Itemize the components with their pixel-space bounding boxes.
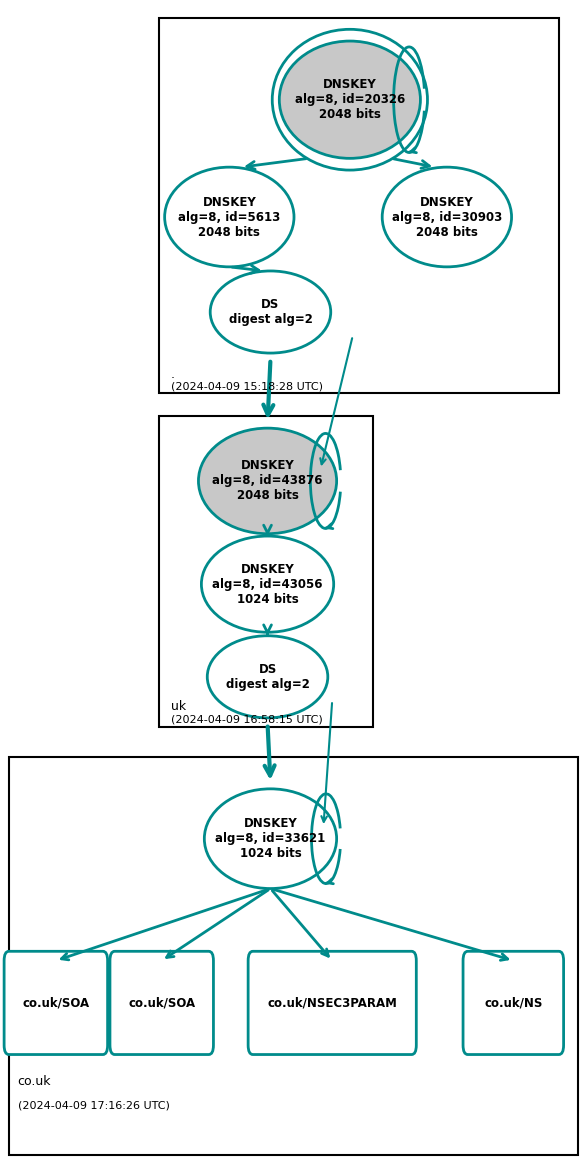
Text: .: .	[171, 367, 175, 381]
Text: (2024-04-09 15:18:28 UTC): (2024-04-09 15:18:28 UTC)	[171, 381, 323, 392]
Text: DS
digest alg=2: DS digest alg=2	[226, 663, 309, 691]
Text: uk: uk	[171, 699, 186, 713]
Text: (2024-04-09 16:58:15 UTC): (2024-04-09 16:58:15 UTC)	[171, 714, 322, 725]
Text: co.uk/SOA: co.uk/SOA	[22, 996, 89, 1010]
Ellipse shape	[208, 636, 328, 718]
FancyBboxPatch shape	[110, 951, 213, 1055]
Bar	[9, 757, 578, 1155]
Text: co.uk: co.uk	[18, 1074, 51, 1089]
Text: DNSKEY
alg=8, id=43056
1024 bits: DNSKEY alg=8, id=43056 1024 bits	[212, 563, 323, 605]
Text: (2024-04-09 17:16:26 UTC): (2024-04-09 17:16:26 UTC)	[18, 1100, 169, 1111]
Text: co.uk/NS: co.uk/NS	[484, 996, 543, 1010]
Text: DS
digest alg=2: DS digest alg=2	[229, 298, 312, 326]
FancyBboxPatch shape	[4, 951, 108, 1055]
Text: DNSKEY
alg=8, id=20326
2048 bits: DNSKEY alg=8, id=20326 2048 bits	[295, 79, 405, 121]
Ellipse shape	[205, 788, 336, 889]
FancyBboxPatch shape	[463, 951, 563, 1055]
Text: DNSKEY
alg=8, id=30903
2048 bits: DNSKEY alg=8, id=30903 2048 bits	[392, 196, 502, 238]
Bar	[159, 416, 373, 727]
FancyBboxPatch shape	[248, 951, 416, 1055]
Text: co.uk/NSEC3PARAM: co.uk/NSEC3PARAM	[268, 996, 397, 1010]
Ellipse shape	[199, 428, 336, 534]
Text: DNSKEY
alg=8, id=33621
1024 bits: DNSKEY alg=8, id=33621 1024 bits	[215, 818, 326, 860]
Ellipse shape	[165, 168, 294, 267]
Ellipse shape	[279, 41, 420, 158]
Bar	[159, 18, 559, 393]
Ellipse shape	[201, 536, 334, 632]
Text: co.uk/SOA: co.uk/SOA	[128, 996, 195, 1010]
Ellipse shape	[382, 168, 512, 267]
Text: DNSKEY
alg=8, id=43876
2048 bits: DNSKEY alg=8, id=43876 2048 bits	[212, 460, 323, 502]
Text: DNSKEY
alg=8, id=5613
2048 bits: DNSKEY alg=8, id=5613 2048 bits	[178, 196, 280, 238]
Ellipse shape	[211, 271, 330, 353]
